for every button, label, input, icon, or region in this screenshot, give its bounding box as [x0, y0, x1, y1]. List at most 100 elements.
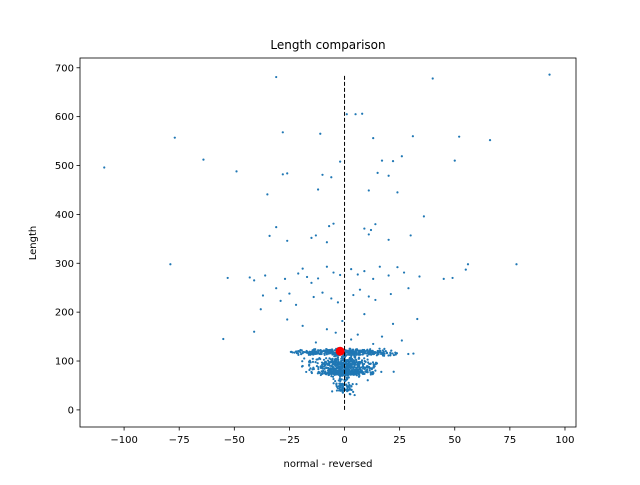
cluster-point — [332, 360, 335, 364]
cluster-point — [346, 366, 350, 369]
data-point — [286, 318, 289, 321]
data-point — [222, 337, 225, 341]
cluster-point — [378, 350, 381, 353]
cluster-point — [330, 367, 334, 370]
cluster-point — [363, 362, 366, 366]
cluster-point — [389, 354, 392, 357]
cluster-point — [339, 380, 342, 383]
cluster-point — [354, 366, 357, 369]
y-ticks: 0 100 200 300 400 500 600 700 — [55, 63, 80, 416]
cluster-point — [325, 357, 328, 360]
plot-area-frame — [79, 57, 577, 428]
cluster-point — [354, 349, 357, 353]
cluster-point — [366, 354, 369, 358]
data-point — [312, 295, 315, 299]
cluster-point — [349, 365, 352, 368]
cluster-point — [355, 383, 358, 386]
cluster-point — [338, 361, 341, 364]
cluster-point — [379, 352, 383, 356]
cluster-point — [327, 352, 330, 355]
cluster-point — [311, 352, 314, 355]
data-point — [321, 291, 324, 294]
data-point — [488, 139, 492, 142]
x-axis-label: normal - reversed — [284, 459, 373, 470]
data-point — [363, 313, 366, 316]
cluster-point — [329, 369, 333, 373]
cluster-point — [340, 357, 343, 360]
cluster-point — [340, 372, 343, 375]
data-point — [281, 173, 284, 176]
data-point — [286, 239, 289, 242]
cluster-point — [385, 351, 388, 354]
cluster-point — [361, 348, 364, 352]
cluster-point — [322, 358, 326, 361]
data-point — [310, 236, 313, 239]
cluster-point — [339, 366, 342, 369]
cluster-point — [325, 347, 328, 351]
data-point — [515, 263, 518, 266]
data-point — [275, 75, 278, 79]
data-point — [418, 275, 421, 278]
cluster-point — [311, 357, 314, 360]
cluster-point — [391, 352, 394, 355]
cluster-point — [336, 387, 339, 390]
cluster-point — [349, 373, 352, 376]
cluster-point — [296, 352, 300, 355]
data-point — [268, 234, 271, 238]
cluster-point — [363, 357, 366, 360]
cluster-point — [351, 357, 354, 361]
cluster-point — [348, 357, 351, 361]
data-point — [321, 173, 324, 176]
data-point — [330, 297, 333, 300]
cluster-point — [382, 353, 385, 356]
cluster-point — [366, 366, 370, 369]
cluster-point — [333, 373, 336, 376]
cluster-point — [329, 358, 332, 361]
cluster-point — [362, 372, 365, 376]
cluster-point — [351, 372, 354, 375]
data-point — [356, 333, 359, 336]
cluster-point — [335, 382, 338, 385]
y-tick-label: 0 — [68, 405, 74, 416]
y-tick-label: 100 — [55, 357, 74, 368]
cluster-point — [305, 351, 308, 354]
y-tick-label: 700 — [55, 63, 74, 74]
data-point — [286, 172, 289, 175]
cluster-point — [314, 361, 317, 364]
cluster-point — [376, 352, 380, 355]
cluster-point — [392, 353, 396, 357]
data-point — [328, 225, 331, 228]
data-point — [264, 274, 267, 277]
cluster-point — [338, 375, 342, 378]
cluster-point — [300, 353, 303, 356]
cluster-point — [349, 367, 353, 370]
cluster-point — [345, 362, 348, 365]
cluster-point — [295, 350, 298, 353]
cluster-point — [340, 355, 343, 359]
cluster-point — [332, 370, 335, 374]
data-point — [387, 274, 390, 277]
data-point — [361, 112, 364, 115]
cluster-point — [329, 350, 332, 353]
cluster-point — [363, 366, 366, 369]
cluster-point — [340, 378, 343, 381]
cluster-point — [327, 369, 330, 372]
cluster-point — [335, 389, 339, 392]
cluster-point — [338, 382, 342, 385]
cluster-point — [315, 351, 319, 354]
cluster-point — [368, 369, 371, 372]
cluster-point — [337, 358, 340, 362]
cluster-point — [341, 390, 344, 393]
cluster-point — [357, 369, 360, 372]
cluster-point — [344, 360, 348, 363]
cluster-point — [337, 385, 340, 388]
data-point — [336, 301, 340, 304]
cluster-point — [348, 392, 351, 396]
data-point — [275, 287, 278, 290]
x-tick-label: 25 — [393, 435, 406, 446]
cluster-point — [353, 393, 356, 397]
data-point — [314, 234, 317, 237]
data-point — [259, 308, 262, 311]
cluster-point — [323, 371, 326, 374]
data-point — [374, 223, 377, 226]
